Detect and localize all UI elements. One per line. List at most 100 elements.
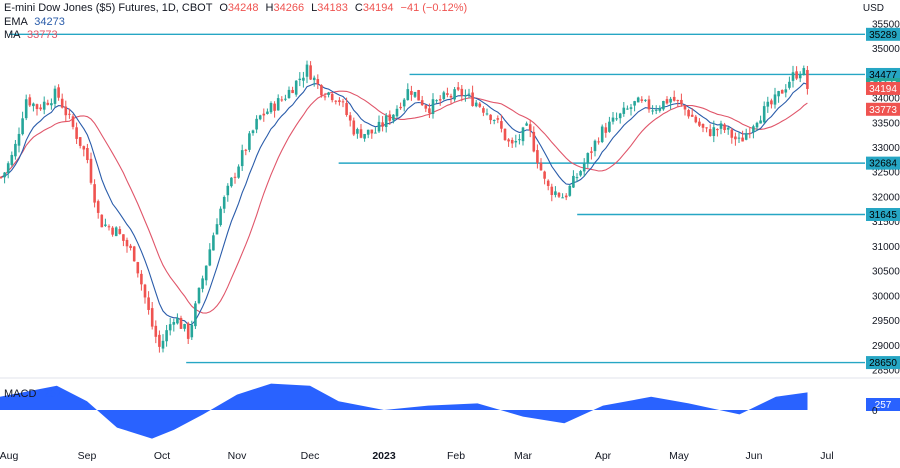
candle-body <box>248 133 251 150</box>
candle-body <box>777 91 780 97</box>
candle-body <box>89 158 93 183</box>
candle-body <box>345 103 348 115</box>
level-label: 34477 <box>869 70 897 81</box>
candle-body <box>791 72 795 81</box>
candle-body <box>604 127 608 133</box>
candle-body <box>640 99 644 101</box>
level-badge <box>866 156 900 170</box>
candle-body <box>690 114 694 117</box>
candle-body <box>557 192 561 197</box>
macd-legend[interactable]: MACD 257 <box>4 388 62 400</box>
candle-body <box>298 78 302 81</box>
candle-body <box>683 105 687 110</box>
candle-body <box>302 77 305 81</box>
y-tick-label: 33500 <box>872 118 900 129</box>
candle-body <box>255 118 258 130</box>
candle-body <box>154 325 158 337</box>
price-axis[interactable]: 3550035000345003400033500330003250032000… <box>866 19 900 377</box>
candle-body <box>802 68 806 76</box>
level-lines <box>9 33 865 364</box>
candle-body <box>485 113 489 115</box>
candle-body <box>773 94 777 105</box>
candle-body <box>24 99 28 119</box>
time-axis[interactable]: Aug Sep Oct Nov Dec 2023 Feb Mar Apr May Jun Jul <box>0 450 834 462</box>
x-tick-label: May <box>669 450 690 462</box>
candle-body <box>654 109 658 111</box>
candle-body <box>629 107 633 109</box>
macd-zero-label: 0 <box>872 406 878 417</box>
ema-legend[interactable]: EMA 34273 <box>4 16 65 28</box>
candle-body <box>492 119 496 121</box>
candle-body <box>168 324 172 331</box>
candle-body <box>665 99 669 104</box>
candle-body <box>759 120 762 124</box>
macd-value: 257 <box>43 388 62 400</box>
y-tick-label: 35000 <box>872 44 900 55</box>
candle-body <box>525 123 528 126</box>
candle-body <box>172 322 176 325</box>
candle-body <box>327 92 330 95</box>
candle-body <box>158 334 161 347</box>
price-badge-label: 33773 <box>869 105 897 116</box>
price-badge-label: 34194 <box>869 84 897 95</box>
candle-body <box>356 129 359 134</box>
y-tick-label: 34000 <box>872 94 900 105</box>
candle-body <box>201 278 204 289</box>
macd-area <box>0 383 808 439</box>
y-tick-label: 35500 <box>872 19 900 30</box>
ohlc-low-label: L <box>311 2 318 14</box>
candle-body <box>381 122 384 127</box>
ohlc-high: 34266 <box>273 2 305 14</box>
macd-panel[interactable]: 257 0 <box>0 383 900 439</box>
candle-body <box>500 121 503 129</box>
x-tick-label: Sep <box>78 450 97 462</box>
candle-body <box>568 185 572 196</box>
ma-legend[interactable]: MA 33773 <box>4 29 58 41</box>
candle-body <box>737 137 741 139</box>
candle-body <box>608 121 611 132</box>
ohlc-open-label: O <box>219 2 228 14</box>
candle-body <box>705 127 708 129</box>
candle-body <box>6 163 10 173</box>
candle-body <box>78 137 82 146</box>
candle-body <box>428 108 431 114</box>
level-label: 32684 <box>869 159 897 170</box>
x-tick-label: Jul <box>820 450 833 462</box>
candle-body <box>240 150 244 167</box>
ohlc-close-label: C <box>354 2 363 14</box>
candle-body <box>100 214 104 228</box>
y-tick-label: 31000 <box>872 242 900 253</box>
candle-body <box>662 100 665 110</box>
y-tick-label: 28500 <box>872 366 900 377</box>
candle-body <box>212 235 215 251</box>
candle-body <box>456 87 460 90</box>
candle-body <box>280 99 284 101</box>
candle-body <box>107 226 111 228</box>
candle-body <box>402 99 406 107</box>
candle-body <box>294 80 298 95</box>
ohlc-open: 34248 <box>227 2 259 14</box>
y-tick-label: 33000 <box>872 143 900 154</box>
ma-value: 33773 <box>26 29 58 41</box>
candle-body <box>42 101 46 110</box>
candle-body <box>0 176 3 178</box>
candle-body <box>377 121 381 132</box>
candle-body <box>784 89 788 93</box>
candle-body <box>204 265 208 281</box>
candle-body <box>633 101 636 106</box>
currency-label: USD <box>862 3 884 14</box>
candle-body <box>10 154 14 165</box>
candles[interactable] <box>0 60 809 353</box>
ema-label: EMA <box>4 16 28 28</box>
candle-body <box>136 262 140 274</box>
candle-body <box>147 297 150 310</box>
candle-body <box>579 171 582 176</box>
candle-body <box>478 103 482 107</box>
x-tick-label: Jun <box>746 450 763 462</box>
candle-body <box>780 90 784 94</box>
candle-body <box>140 273 143 285</box>
candle-body <box>636 97 640 103</box>
candle-body <box>75 127 78 139</box>
